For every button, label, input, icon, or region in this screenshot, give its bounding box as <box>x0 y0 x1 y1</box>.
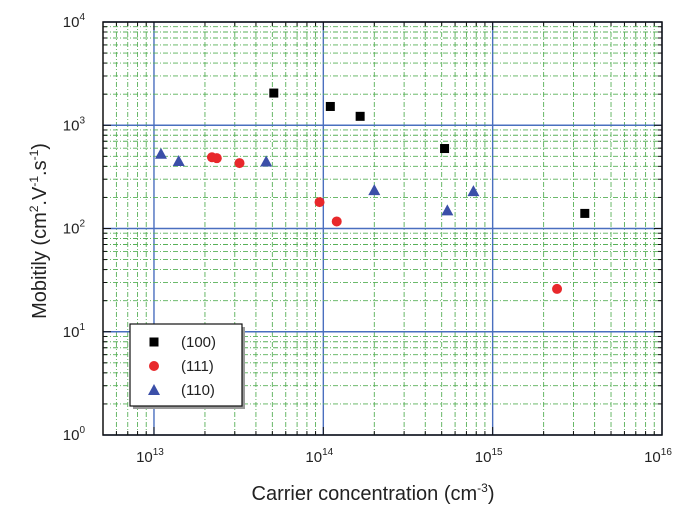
y-axis-title-part-2: 2 <box>27 205 41 212</box>
y-axis-title-part-5: .s <box>29 160 51 176</box>
x-tick-label: 1013 <box>136 447 164 466</box>
data-point-circle <box>234 158 245 169</box>
x-tick-label: 1015 <box>475 447 503 466</box>
y-tick-label: 102 <box>63 219 86 238</box>
legend-box <box>129 323 243 407</box>
tick-layer <box>102 21 663 436</box>
points-layer <box>154 88 590 294</box>
series-triangle <box>154 147 480 216</box>
data-point-triangle <box>154 147 167 159</box>
data-point-triangle <box>172 155 185 167</box>
data-point-triangle <box>368 184 381 196</box>
data-point-triangle <box>260 155 273 167</box>
y-tick-label: 101 <box>63 322 86 341</box>
data-point-triangle <box>441 204 454 216</box>
data-point-circle <box>211 153 222 164</box>
y-axis-title-part-4: -1 <box>27 176 41 187</box>
y-axis-title-part-1: Mobitily (cm <box>29 212 51 319</box>
data-point-square <box>269 88 279 98</box>
series-circle <box>206 152 563 294</box>
x-axis-title-tail: ) <box>488 483 495 505</box>
y-tick-labels: 100 101 102 103 104 <box>63 12 86 444</box>
y-tick-label: 103 <box>63 115 86 134</box>
legend-label: (110) <box>181 382 215 399</box>
data-point-circle <box>314 197 325 208</box>
y-tick-label: 104 <box>63 12 86 31</box>
legend-marker-circle <box>149 361 159 371</box>
x-tick-label: 1016 <box>644 447 672 466</box>
data-point-circle <box>331 216 342 227</box>
x-tick-labels: 1013 1014 1015 1016 <box>136 447 672 466</box>
y-axis-title-part-6: -1 <box>27 149 41 160</box>
data-point-square <box>355 111 365 121</box>
x-axis-title: Carrier concentration (cm-3) <box>252 481 495 505</box>
y-axis-title-part-3: .V <box>29 186 51 206</box>
x-axis-title-exponent: -3 <box>477 481 488 495</box>
y-tick-label: 100 <box>63 425 86 444</box>
y-axis-title-part-7: ) <box>29 143 51 150</box>
data-point-square <box>580 208 590 218</box>
data-point-square <box>325 101 335 111</box>
y-axis-title: Mobitily (cm2.V-1.s-1) <box>27 143 51 319</box>
series-square <box>269 88 590 218</box>
legend-marker-square <box>149 337 159 347</box>
legend-label: (111) <box>181 358 214 375</box>
legend-label: (100) <box>181 334 216 351</box>
data-point-square <box>440 144 450 154</box>
legend-marker-triangle <box>148 384 160 395</box>
x-axis-title-text: Carrier concentration (cm <box>252 483 478 505</box>
x-tick-label: 1014 <box>305 447 333 466</box>
data-point-triangle <box>467 185 480 197</box>
data-point-circle <box>552 283 563 294</box>
legend: (100) (111) (110) <box>129 323 245 409</box>
